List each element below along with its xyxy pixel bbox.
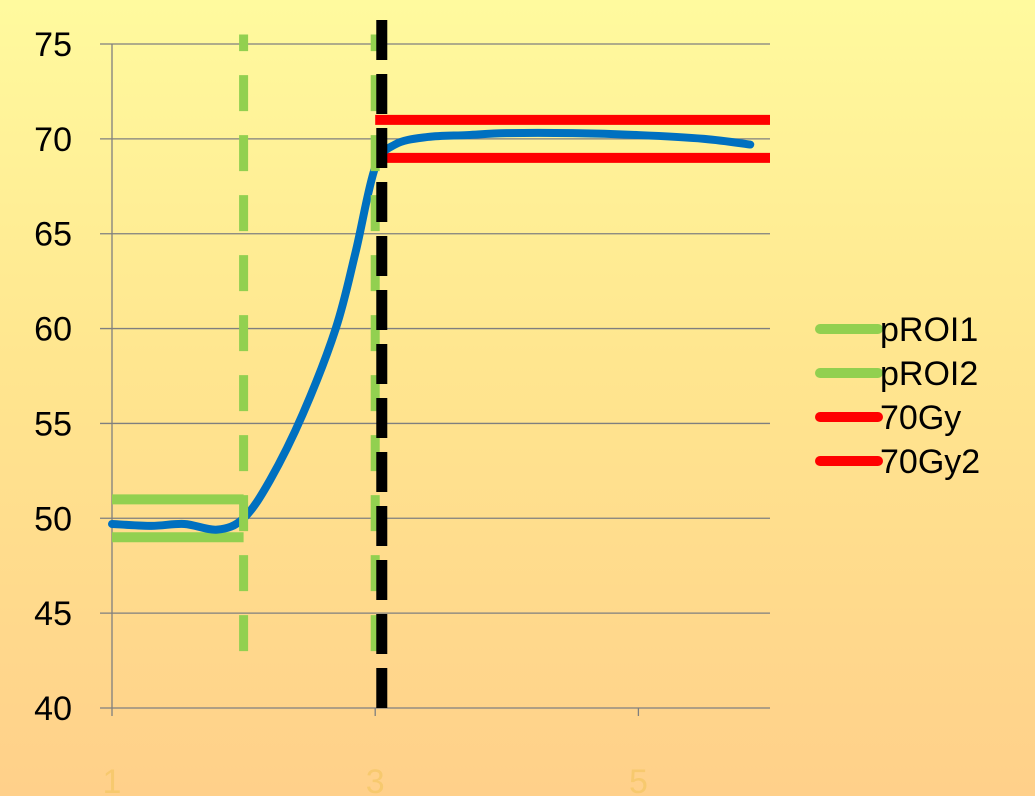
y-tick-label-40: 40 (34, 690, 72, 728)
legend-label-pROI2: pROI2 (880, 355, 978, 393)
legend-label-70Gy2: 70Gy2 (880, 443, 980, 481)
y-tick-label-75: 75 (34, 26, 72, 64)
y-tick-label-55: 55 (34, 405, 72, 443)
dose-curve-line (108, 128, 755, 534)
y-tick-label-50: 50 (34, 500, 72, 538)
x-tick-label-3: 3 (366, 763, 385, 796)
y-tick-label-60: 60 (34, 311, 72, 349)
x-tick-label-5: 5 (629, 763, 648, 796)
legend-label-70Gy: 70Gy (880, 399, 961, 437)
x-tick-labels: 1 3 5 (103, 763, 648, 796)
series-lines (108, 114, 770, 543)
vertical-markers (239, 6, 388, 708)
y-tick-label-45: 45 (34, 595, 72, 633)
axes (111, 44, 640, 716)
y-tick-label-65: 65 (34, 216, 72, 254)
y-tick-labels: 40 45 50 55 60 65 70 75 (34, 26, 72, 728)
legend: pROI1 pROI2 70Gy 70Gy2 (815, 311, 980, 481)
legend-label-pROI1: pROI1 (880, 311, 978, 349)
grid-lines (100, 43, 770, 709)
y-tick-label-70: 70 (34, 121, 72, 159)
x-tick-label-1: 1 (103, 763, 122, 796)
